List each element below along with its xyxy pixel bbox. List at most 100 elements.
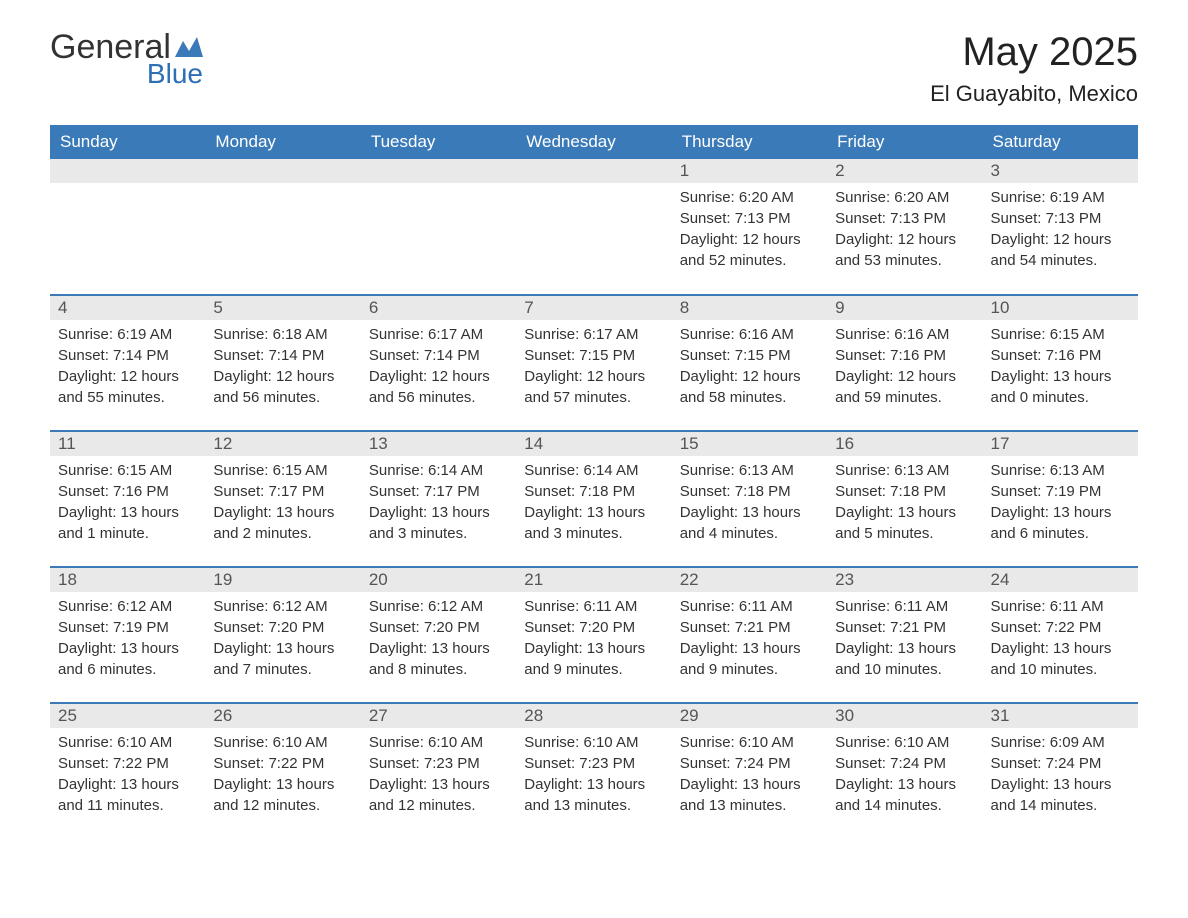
daylight-line: Daylight: 12 hours and 55 minutes. bbox=[58, 366, 197, 408]
day-number: 4 bbox=[50, 296, 205, 320]
day-number: 11 bbox=[50, 432, 205, 456]
sunrise-line: Sunrise: 6:09 AM bbox=[991, 732, 1130, 753]
sunset-line: Sunset: 7:14 PM bbox=[213, 345, 352, 366]
day-details: Sunrise: 6:12 AMSunset: 7:20 PMDaylight:… bbox=[361, 592, 516, 684]
day-number: 1 bbox=[672, 159, 827, 183]
calendar-day-cell: 10Sunrise: 6:15 AMSunset: 7:16 PMDayligh… bbox=[983, 295, 1138, 431]
title-block: May 2025 El Guayabito, Mexico bbox=[930, 30, 1138, 107]
daylight-line: Daylight: 13 hours and 12 minutes. bbox=[369, 774, 508, 816]
sunset-line: Sunset: 7:18 PM bbox=[835, 481, 974, 502]
sunset-line: Sunset: 7:16 PM bbox=[58, 481, 197, 502]
daylight-line: Daylight: 12 hours and 56 minutes. bbox=[369, 366, 508, 408]
calendar-day-cell: 8Sunrise: 6:16 AMSunset: 7:15 PMDaylight… bbox=[672, 295, 827, 431]
day-number: 2 bbox=[827, 159, 982, 183]
day-number: 27 bbox=[361, 704, 516, 728]
logo: General Blue bbox=[50, 30, 203, 88]
sunset-line: Sunset: 7:15 PM bbox=[524, 345, 663, 366]
daylight-line: Daylight: 13 hours and 5 minutes. bbox=[835, 502, 974, 544]
title-month: May 2025 bbox=[930, 30, 1138, 75]
daylight-line: Daylight: 13 hours and 6 minutes. bbox=[991, 502, 1130, 544]
day-details: Sunrise: 6:10 AMSunset: 7:24 PMDaylight:… bbox=[827, 728, 982, 820]
sunrise-line: Sunrise: 6:13 AM bbox=[991, 460, 1130, 481]
daylight-line: Daylight: 13 hours and 3 minutes. bbox=[369, 502, 508, 544]
day-details: Sunrise: 6:13 AMSunset: 7:18 PMDaylight:… bbox=[672, 456, 827, 548]
sunrise-line: Sunrise: 6:19 AM bbox=[58, 324, 197, 345]
calendar-day-cell: 20Sunrise: 6:12 AMSunset: 7:20 PMDayligh… bbox=[361, 567, 516, 703]
calendar-day-cell: 25Sunrise: 6:10 AMSunset: 7:22 PMDayligh… bbox=[50, 703, 205, 839]
calendar-day-cell: 22Sunrise: 6:11 AMSunset: 7:21 PMDayligh… bbox=[672, 567, 827, 703]
day-details: Sunrise: 6:17 AMSunset: 7:14 PMDaylight:… bbox=[361, 320, 516, 412]
daylight-line: Daylight: 12 hours and 53 minutes. bbox=[835, 229, 974, 271]
calendar-day-cell: 1Sunrise: 6:20 AMSunset: 7:13 PMDaylight… bbox=[672, 159, 827, 295]
sunset-line: Sunset: 7:21 PM bbox=[680, 617, 819, 638]
day-number: 19 bbox=[205, 568, 360, 592]
sunset-line: Sunset: 7:13 PM bbox=[680, 208, 819, 229]
sunrise-line: Sunrise: 6:11 AM bbox=[991, 596, 1130, 617]
day-number: 13 bbox=[361, 432, 516, 456]
sunset-line: Sunset: 7:22 PM bbox=[991, 617, 1130, 638]
day-details: Sunrise: 6:10 AMSunset: 7:22 PMDaylight:… bbox=[205, 728, 360, 820]
sunset-line: Sunset: 7:13 PM bbox=[835, 208, 974, 229]
sunset-line: Sunset: 7:18 PM bbox=[680, 481, 819, 502]
day-number: 8 bbox=[672, 296, 827, 320]
sunrise-line: Sunrise: 6:20 AM bbox=[835, 187, 974, 208]
day-details: Sunrise: 6:19 AMSunset: 7:14 PMDaylight:… bbox=[50, 320, 205, 412]
calendar-day-cell: 12Sunrise: 6:15 AMSunset: 7:17 PMDayligh… bbox=[205, 431, 360, 567]
sunrise-line: Sunrise: 6:16 AM bbox=[835, 324, 974, 345]
sunset-line: Sunset: 7:20 PM bbox=[369, 617, 508, 638]
day-details: Sunrise: 6:16 AMSunset: 7:16 PMDaylight:… bbox=[827, 320, 982, 412]
sunrise-line: Sunrise: 6:10 AM bbox=[680, 732, 819, 753]
calendar-day-cell: 21Sunrise: 6:11 AMSunset: 7:20 PMDayligh… bbox=[516, 567, 671, 703]
day-details: Sunrise: 6:20 AMSunset: 7:13 PMDaylight:… bbox=[827, 183, 982, 275]
day-number: 9 bbox=[827, 296, 982, 320]
sunrise-line: Sunrise: 6:15 AM bbox=[58, 460, 197, 481]
logo-flag-icon bbox=[175, 37, 203, 57]
sunset-line: Sunset: 7:19 PM bbox=[58, 617, 197, 638]
day-number: 24 bbox=[983, 568, 1138, 592]
calendar-day-cell: 18Sunrise: 6:12 AMSunset: 7:19 PMDayligh… bbox=[50, 567, 205, 703]
day-number: 16 bbox=[827, 432, 982, 456]
day-number: 21 bbox=[516, 568, 671, 592]
daylight-line: Daylight: 13 hours and 3 minutes. bbox=[524, 502, 663, 544]
day-number: 22 bbox=[672, 568, 827, 592]
day-number: 3 bbox=[983, 159, 1138, 183]
calendar-week-row: 25Sunrise: 6:10 AMSunset: 7:22 PMDayligh… bbox=[50, 703, 1138, 839]
day-details: Sunrise: 6:15 AMSunset: 7:16 PMDaylight:… bbox=[983, 320, 1138, 412]
weekday-header: Thursday bbox=[672, 125, 827, 159]
day-number: 26 bbox=[205, 704, 360, 728]
daylight-line: Daylight: 13 hours and 14 minutes. bbox=[835, 774, 974, 816]
sunrise-line: Sunrise: 6:10 AM bbox=[369, 732, 508, 753]
day-number bbox=[50, 159, 205, 183]
calendar-week-row: 18Sunrise: 6:12 AMSunset: 7:19 PMDayligh… bbox=[50, 567, 1138, 703]
calendar-day-cell: 26Sunrise: 6:10 AMSunset: 7:22 PMDayligh… bbox=[205, 703, 360, 839]
day-number: 29 bbox=[672, 704, 827, 728]
sunset-line: Sunset: 7:19 PM bbox=[991, 481, 1130, 502]
day-number: 7 bbox=[516, 296, 671, 320]
daylight-line: Daylight: 13 hours and 14 minutes. bbox=[991, 774, 1130, 816]
sunset-line: Sunset: 7:14 PM bbox=[58, 345, 197, 366]
sunset-line: Sunset: 7:17 PM bbox=[213, 481, 352, 502]
sunrise-line: Sunrise: 6:12 AM bbox=[369, 596, 508, 617]
sunset-line: Sunset: 7:24 PM bbox=[835, 753, 974, 774]
sunrise-line: Sunrise: 6:12 AM bbox=[58, 596, 197, 617]
daylight-line: Daylight: 13 hours and 8 minutes. bbox=[369, 638, 508, 680]
day-number: 12 bbox=[205, 432, 360, 456]
sunset-line: Sunset: 7:23 PM bbox=[369, 753, 508, 774]
sunrise-line: Sunrise: 6:10 AM bbox=[835, 732, 974, 753]
day-details: Sunrise: 6:15 AMSunset: 7:17 PMDaylight:… bbox=[205, 456, 360, 548]
day-number: 23 bbox=[827, 568, 982, 592]
calendar-day-cell: 2Sunrise: 6:20 AMSunset: 7:13 PMDaylight… bbox=[827, 159, 982, 295]
calendar-day-cell: 13Sunrise: 6:14 AMSunset: 7:17 PMDayligh… bbox=[361, 431, 516, 567]
calendar-day-cell: 30Sunrise: 6:10 AMSunset: 7:24 PMDayligh… bbox=[827, 703, 982, 839]
weekday-header: Wednesday bbox=[516, 125, 671, 159]
daylight-line: Daylight: 13 hours and 13 minutes. bbox=[524, 774, 663, 816]
calendar-day-cell: 23Sunrise: 6:11 AMSunset: 7:21 PMDayligh… bbox=[827, 567, 982, 703]
daylight-line: Daylight: 13 hours and 13 minutes. bbox=[680, 774, 819, 816]
sunrise-line: Sunrise: 6:10 AM bbox=[58, 732, 197, 753]
day-number bbox=[361, 159, 516, 183]
day-details: Sunrise: 6:17 AMSunset: 7:15 PMDaylight:… bbox=[516, 320, 671, 412]
calendar-day-cell: 6Sunrise: 6:17 AMSunset: 7:14 PMDaylight… bbox=[361, 295, 516, 431]
day-details: Sunrise: 6:10 AMSunset: 7:24 PMDaylight:… bbox=[672, 728, 827, 820]
calendar-day-cell: 11Sunrise: 6:15 AMSunset: 7:16 PMDayligh… bbox=[50, 431, 205, 567]
day-details: Sunrise: 6:12 AMSunset: 7:20 PMDaylight:… bbox=[205, 592, 360, 684]
